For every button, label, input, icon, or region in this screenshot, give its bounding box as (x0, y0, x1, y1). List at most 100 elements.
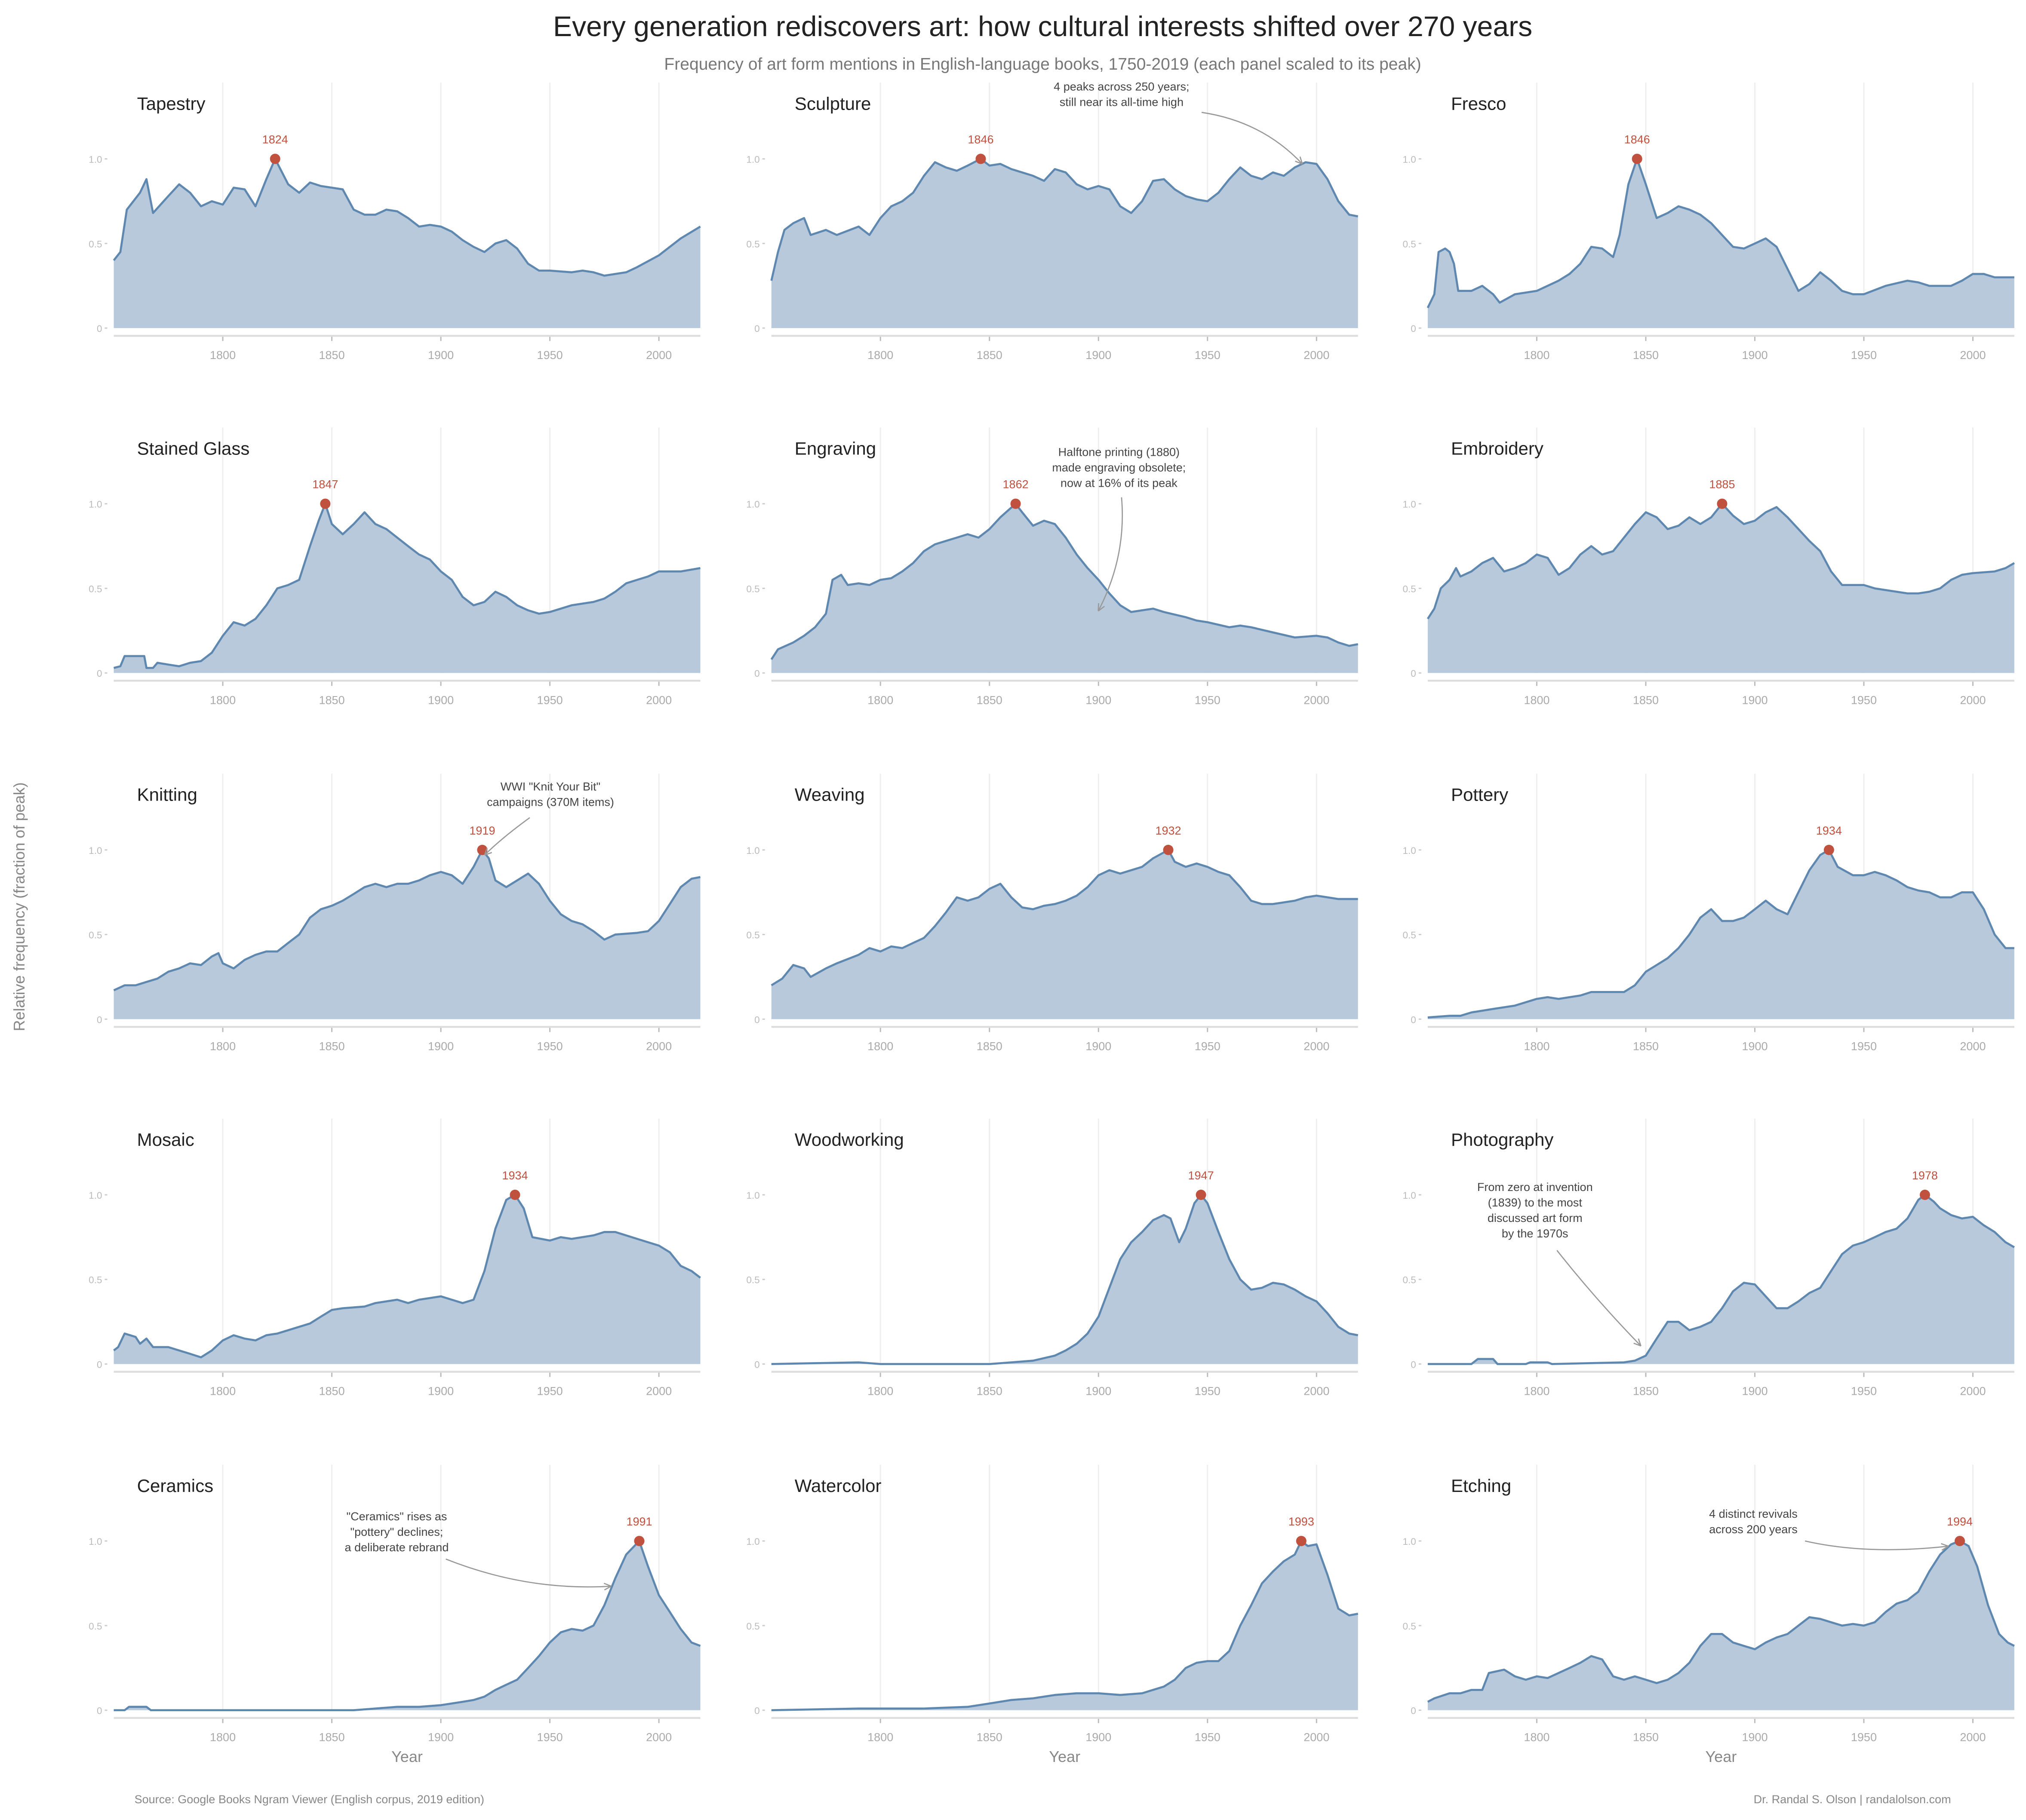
x-tick-label: 2000 (646, 1731, 672, 1744)
area-fill (1427, 1541, 2014, 1710)
peak-marker (975, 153, 986, 164)
y-tick-label: 0 (754, 323, 760, 334)
x-tick-label: 1950 (537, 1385, 563, 1398)
y-tick-label: 1.0 (89, 499, 102, 510)
x-tick-label: 1950 (537, 349, 563, 362)
y-tick-label: 1.0 (1403, 845, 1416, 856)
series-line (114, 1540, 701, 1712)
peak-marker (1919, 1189, 1930, 1200)
annotation-text: 4 peaks across 250 years; still near its … (1054, 80, 1189, 108)
annotation-arrow (1201, 112, 1303, 165)
peak-marker (510, 1189, 520, 1200)
y-tick-label: 0.5 (89, 239, 102, 249)
series-line (1427, 1194, 2015, 1365)
peak-year-label: 1846 (968, 133, 993, 146)
series-line (771, 849, 1358, 986)
x-axis-label: Year (1705, 1748, 1737, 1765)
y-tick-label: 0 (754, 1360, 760, 1370)
peak-marker (1717, 498, 1728, 509)
peak-marker (270, 153, 280, 164)
x-tick-label: 1800 (867, 1040, 893, 1053)
x-tick-label: 1800 (1524, 1385, 1549, 1398)
y-tick-label: 1.0 (1403, 499, 1416, 510)
x-tick-label: 1950 (1195, 349, 1221, 362)
y-tick-label: 0 (97, 323, 102, 334)
y-tick-label: 1.0 (1403, 1536, 1416, 1547)
panel-woodworking: 1800 1850 1900 1950 2000 0 0.5 1.0 1947 Woodworki… (746, 1118, 1359, 1398)
y-tick-label: 0.5 (1403, 1621, 1416, 1632)
x-tick-label: 1850 (1633, 1385, 1659, 1398)
annotation-arrow (1556, 1250, 1642, 1347)
x-tick-label: 1850 (977, 1731, 1002, 1744)
panel-etching: 1800 1850 1900 1950 2000 0 0.5 1.0 1994 Etching Ye… (1403, 1464, 2015, 1765)
panel-knitting: 1800 1850 1900 1950 2000 0 0.5 1.0 1919 Knitting W… (89, 773, 701, 1053)
y-tick-label: 0 (1411, 1360, 1416, 1370)
y-tick-label: 1.0 (746, 1536, 759, 1547)
x-tick-label: 1850 (1633, 349, 1659, 362)
x-tick-label: 1850 (977, 694, 1002, 706)
x-tick-label: 1850 (319, 1385, 345, 1398)
x-tick-label: 1900 (1742, 1040, 1768, 1053)
x-tick-label: 1800 (867, 1385, 893, 1398)
area-fill (114, 1541, 701, 1710)
annotation-text: From zero at invention (1839) to the most… (1477, 1181, 1593, 1240)
series-line (770, 503, 1359, 660)
x-tick-label: 1950 (1195, 1731, 1221, 1744)
annotation-text: "Ceramics" rises as "pottery" declines; a … (345, 1510, 449, 1554)
area-fill (1427, 850, 2014, 1019)
peak-marker (634, 1536, 645, 1547)
annotation-arrow (1805, 1540, 1949, 1550)
x-axis-label: Year (1049, 1748, 1080, 1765)
panel-title: Photography (1451, 1129, 1553, 1150)
panel-title: Tapestry (137, 93, 206, 114)
x-tick-label: 1900 (428, 349, 454, 362)
author-credit: Dr. Randal S. Olson | randalolson.com (1754, 1793, 1951, 1806)
y-tick-label: 0 (1411, 668, 1416, 679)
area-fill (1427, 503, 2014, 673)
y-tick-label: 0 (97, 1014, 102, 1025)
series-line (113, 1194, 701, 1359)
peak-marker (1010, 498, 1021, 509)
x-tick-label: 1950 (1195, 694, 1221, 706)
area-fill (114, 850, 701, 1019)
x-tick-label: 2000 (1960, 1040, 1986, 1053)
annotation-arrow (1098, 497, 1123, 611)
x-tick-label: 1950 (1851, 1040, 1877, 1053)
y-tick-label: 0 (97, 668, 102, 679)
y-tick-label: 1.0 (746, 1190, 759, 1201)
series-line (1427, 849, 2014, 1019)
x-tick-label: 1800 (1524, 1731, 1549, 1744)
x-tick-label: 1800 (1524, 694, 1549, 706)
x-tick-label: 2000 (1304, 1731, 1329, 1744)
panel-title: Knitting (137, 785, 197, 805)
y-tick-label: 0.5 (89, 1621, 102, 1632)
x-tick-label: 2000 (646, 1040, 672, 1053)
y-tick-label: 0 (1411, 1706, 1416, 1716)
arrowhead-icon (1633, 1338, 1642, 1347)
peak-marker (1163, 844, 1174, 855)
peak-year-label: 1947 (1188, 1169, 1214, 1182)
x-tick-label: 1850 (1633, 694, 1659, 706)
panel-ceramics: 1800 1850 1900 1950 2000 0 0.5 1.0 1991 Ceramics Y… (89, 1464, 701, 1765)
panel-embroidery: 1800 1850 1900 1950 2000 0 0.5 1.0 1885 Embroider… (1403, 427, 2015, 706)
peak-marker (1196, 1189, 1206, 1200)
series-line (113, 849, 701, 991)
chart-subtitle: Frequency of art form mentions in Englis… (664, 55, 1421, 74)
y-tick-label: 1.0 (1403, 1190, 1416, 1201)
annotation-arrow (446, 1558, 612, 1588)
series-line (1427, 158, 2014, 308)
y-tick-label: 0.5 (89, 583, 102, 594)
panel-pottery: 1800 1850 1900 1950 2000 0 0.5 1.0 1934 Pottery (1403, 773, 2014, 1053)
area-fill (114, 503, 701, 673)
x-tick-label: 1950 (1851, 694, 1877, 706)
y-tick-label: 0.5 (89, 930, 102, 941)
chart-title: Every generation rediscovers art: how cu… (553, 11, 1532, 43)
x-tick-label: 1800 (1524, 1040, 1549, 1053)
panel-tapestry: 1800 1850 1900 1950 2000 0 0.5 1.0 1824 Tapestry (89, 83, 701, 362)
x-tick-label: 1850 (319, 1040, 345, 1053)
y-tick-label: 1.0 (89, 1536, 102, 1547)
x-tick-label: 2000 (646, 694, 672, 706)
y-tick-label: 0.5 (1403, 239, 1416, 249)
x-tick-label: 1900 (428, 1040, 454, 1053)
